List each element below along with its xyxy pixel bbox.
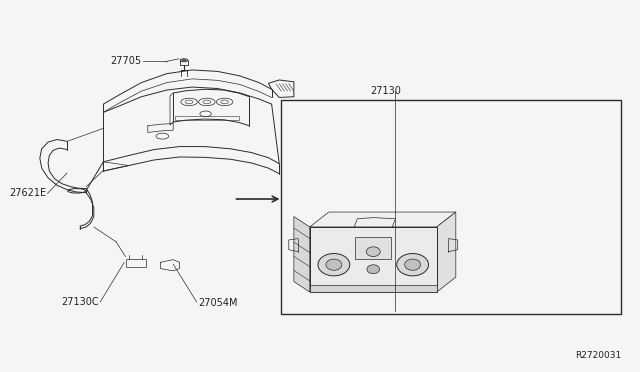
Bar — [281, 100, 621, 314]
Ellipse shape — [180, 59, 188, 62]
Polygon shape — [310, 212, 456, 227]
Bar — [355, 237, 391, 260]
Ellipse shape — [326, 259, 342, 270]
Ellipse shape — [182, 60, 186, 61]
Polygon shape — [294, 217, 310, 292]
Text: 27621E: 27621E — [9, 189, 46, 198]
Bar — [175, 116, 239, 120]
Ellipse shape — [318, 254, 349, 276]
Text: 27130C: 27130C — [61, 297, 99, 307]
Text: 27054M: 27054M — [198, 298, 238, 308]
Ellipse shape — [367, 265, 380, 274]
Ellipse shape — [397, 254, 429, 276]
Polygon shape — [436, 212, 456, 292]
Ellipse shape — [404, 259, 420, 270]
Text: R2720031: R2720031 — [575, 351, 621, 360]
Text: 27705: 27705 — [110, 57, 141, 66]
Text: 27130: 27130 — [370, 86, 401, 96]
Bar — [310, 285, 436, 292]
Bar — [125, 259, 146, 267]
Bar — [310, 227, 436, 292]
Ellipse shape — [366, 247, 380, 257]
